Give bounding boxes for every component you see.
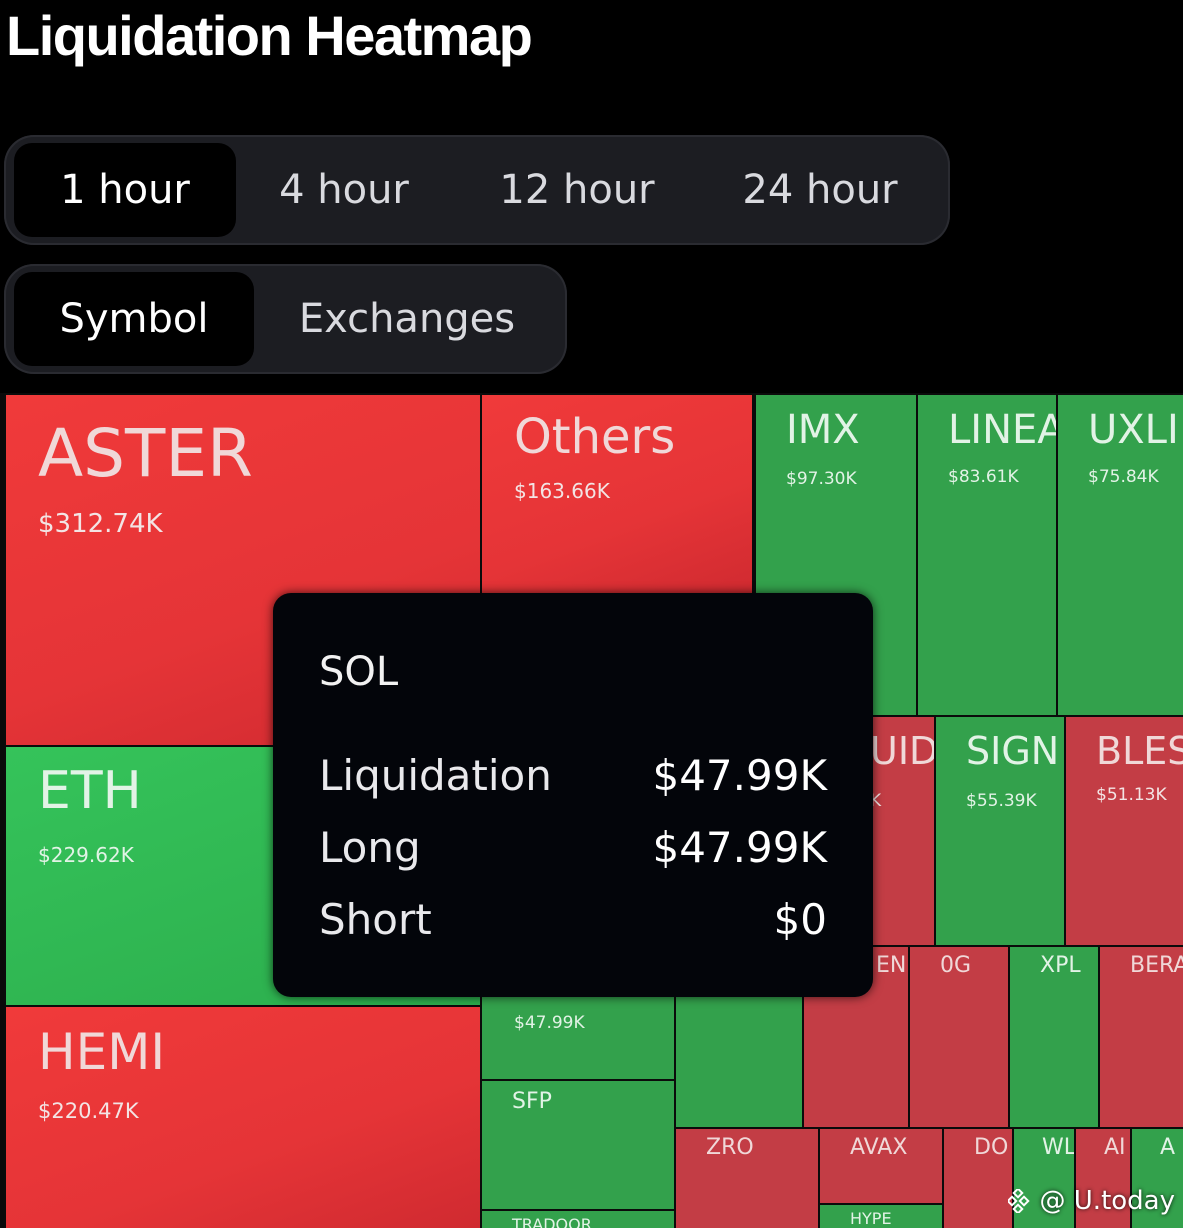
tile-symbol: SIGN (966, 729, 1060, 773)
tile-symbol: IMX (786, 407, 860, 453)
tile-value: $47.99K (514, 1013, 585, 1033)
tile-symbol: XPL (1040, 953, 1081, 978)
tile-symbol: TRADOOR (512, 1215, 592, 1228)
tooltip-value: $47.99K (652, 751, 827, 800)
tile-hemi[interactable]: HEMI $220.47K (4, 1005, 482, 1228)
tile-symbol: AVAX (850, 1135, 908, 1160)
tile-symbol: 0G (940, 953, 972, 978)
tile-symbol: HEMI (38, 1023, 166, 1081)
tile-aster[interactable]: ASTER $312.74K (4, 393, 482, 747)
tile-symbol: ETH (38, 761, 142, 821)
tile-do[interactable]: DO (942, 1127, 1014, 1228)
tab-4-hour[interactable]: 4 hour (279, 167, 409, 213)
tile-symbol: DO (974, 1135, 1009, 1160)
tab-24-hour[interactable]: 24 hour (742, 167, 898, 213)
page-title: Liquidation Heatmap (6, 4, 533, 67)
tooltip-row-liquidation: Liquidation $47.99K (319, 751, 827, 803)
tile-sign[interactable]: SIGN $55.39K (934, 715, 1066, 947)
tooltip-value: $47.99K (652, 823, 827, 872)
liquidation-tooltip: SOL Liquidation $47.99K Long $47.99K Sho… (273, 593, 873, 997)
tab-12-hour[interactable]: 12 hour (499, 167, 655, 213)
tile-symbol: A (1160, 1135, 1176, 1160)
tooltip-label: Long (319, 823, 421, 872)
tooltip-value: $0 (773, 895, 827, 944)
tooltip-symbol: SOL (319, 649, 399, 695)
tab-symbol[interactable]: Symbol (14, 272, 254, 366)
tile-value: $97.30K (786, 469, 857, 489)
tile-xpl[interactable]: XPL (1008, 945, 1100, 1129)
watermark-text: @ U.today (1039, 1186, 1175, 1216)
tile-symbol: EN (876, 953, 907, 978)
tile-linea[interactable]: LINEA $83.61K (916, 393, 1058, 717)
tile-bera[interactable]: BERA (1098, 945, 1183, 1129)
tile-value: $312.74K (38, 509, 163, 539)
tile-ai[interactable]: AI (1074, 1127, 1132, 1228)
tile-0g[interactable]: 0G (908, 945, 1010, 1129)
tile-value: $229.62K (38, 843, 134, 867)
tile-symbol: HYPE (850, 1209, 892, 1228)
grouping-selector: Symbol Exchanges (4, 264, 567, 374)
tile-symbol: AI (1104, 1135, 1126, 1160)
tile-symbol: ZRO (706, 1135, 754, 1160)
tile-hype[interactable]: HYPE (818, 1203, 944, 1228)
tile-sfp[interactable]: SFP (480, 1079, 676, 1211)
tooltip-row-long: Long $47.99K (319, 823, 827, 875)
tile-value: $51.13K (1096, 785, 1167, 805)
tile-symbol: BLES (1096, 729, 1183, 773)
tile-others[interactable]: Others $163.66K (480, 393, 754, 603)
tile-value: $163.66K (514, 479, 610, 503)
tile-value: $83.61K (948, 467, 1019, 487)
tile-symbol: WL (1042, 1135, 1076, 1160)
tile-avax[interactable]: AVAX (818, 1127, 944, 1205)
tooltip-label: Short (319, 895, 432, 944)
tile-symbol: SFP (512, 1089, 552, 1114)
tile-value: $75.84K (1088, 467, 1159, 487)
tile-zro[interactable]: ZRO (674, 1127, 820, 1228)
tile-symbol: UXLI (1088, 407, 1179, 453)
tile-unlabeled[interactable] (674, 991, 804, 1129)
tile-value: $220.47K (38, 1099, 139, 1123)
tile-symbol: Others (514, 409, 676, 465)
tile-uxlink[interactable]: UXLI $75.84K (1056, 393, 1183, 717)
tile-symbol: UID (870, 729, 936, 773)
tab-exchanges[interactable]: Exchanges (298, 296, 516, 342)
time-range-selector: 1 hour 4 hour 12 hour 24 hour (4, 135, 950, 245)
tile-tradoor[interactable]: TRADOOR (480, 1209, 676, 1228)
tile-bless[interactable]: BLES $51.13K (1064, 715, 1183, 947)
tile-sol[interactable]: $47.99K (480, 991, 676, 1081)
tooltip-label: Liquidation (319, 751, 552, 800)
tile-symbol: LINEA (948, 407, 1058, 453)
tile-symbol: ASTER (38, 415, 253, 492)
tile-value: K (870, 791, 882, 811)
tile-value: $55.39K (966, 791, 1037, 811)
tooltip-row-short: Short $0 (319, 895, 827, 947)
watermark: @ U.today (1007, 1186, 1175, 1216)
tile-a[interactable]: A (1130, 1127, 1183, 1228)
diamond-logo-icon (1007, 1189, 1030, 1213)
tile-symbol: BERA (1130, 953, 1183, 978)
tab-1-hour[interactable]: 1 hour (14, 143, 236, 237)
